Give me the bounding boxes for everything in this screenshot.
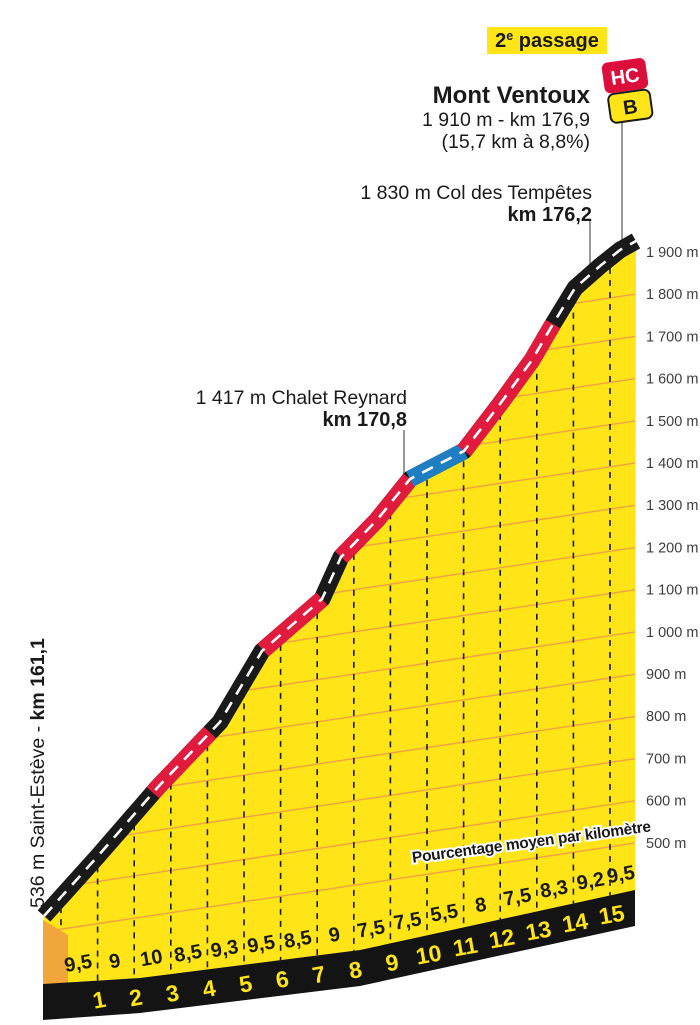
elevation-axis-label: 1 100 m xyxy=(646,583,698,599)
gradient-value-label: 10 xyxy=(139,946,165,972)
summit-badges-group: HC B xyxy=(601,58,654,124)
gradient-value-label: 9 xyxy=(327,923,342,947)
km-tick-label: 1 xyxy=(91,986,108,1014)
summit-elevation: 1 910 m - km 176,9 xyxy=(422,109,590,131)
waypoint-chalet-reynard-km: km 170,8 xyxy=(322,409,407,431)
gradient-value-label: 9,5 xyxy=(605,862,636,888)
elevation-axis-label: 600 m xyxy=(646,794,686,810)
hc-category-label: HC xyxy=(609,64,641,90)
waypoint-col-des-tempetes-km: km 176,2 xyxy=(507,204,592,226)
km-tick-label: 5 xyxy=(237,970,254,998)
elevation-axis-label: 1 200 m xyxy=(646,540,698,556)
base-band xyxy=(43,890,635,1020)
elevation-axis-label: 500 m xyxy=(646,836,686,852)
elevation-axis-label: 1 800 m xyxy=(646,287,698,303)
elevation-axis-label: 800 m xyxy=(646,709,686,725)
elevation-axis-label: 1 000 m xyxy=(646,625,698,641)
km-tick-label: 12 xyxy=(487,924,517,954)
elevation-axis-label: 1 600 m xyxy=(646,372,698,388)
gradient-value-label: 9,5 xyxy=(63,951,94,977)
passage-badge xyxy=(487,27,607,54)
waypoint-col-des-tempetes-name: 1 830 m Col des Tempêtes xyxy=(360,182,592,204)
summit-stats: (15,7 km à 8,8%) xyxy=(442,131,590,153)
elevation-gridline xyxy=(43,800,636,891)
km-tick-label: 6 xyxy=(274,965,291,993)
km-tick-label: 11 xyxy=(451,932,480,962)
gradient-value-label: 5,5 xyxy=(429,900,460,926)
gradient-value-label: 8,5 xyxy=(282,927,313,953)
elevation-axis-label: 1 500 m xyxy=(646,414,698,430)
gradient-value-label: 7,5 xyxy=(355,916,386,942)
gradient-value-label: 8 xyxy=(473,894,488,918)
elevation-axis-label: 900 m xyxy=(646,667,686,683)
bonus-badge xyxy=(607,88,654,124)
elevation-axis-label: 1 700 m xyxy=(646,329,698,345)
road-centerline xyxy=(43,239,637,917)
gradient-value-label: 9,3 xyxy=(209,936,240,962)
km-tick-label: 14 xyxy=(560,908,590,938)
bonus-badge-label: B xyxy=(622,96,639,120)
km-tick-label: 7 xyxy=(310,961,327,989)
mountain-body xyxy=(43,241,636,984)
passage-badge-label: 2e passage xyxy=(495,29,599,52)
gradient-value-label: 9,2 xyxy=(575,868,606,894)
km-tick-label: 4 xyxy=(200,975,217,1003)
gradient-value-label: 9 xyxy=(107,950,122,974)
summit-title: Mont Ventoux xyxy=(433,82,591,109)
km-tick-label: 10 xyxy=(414,939,444,969)
elevation-axis-label: 1 400 m xyxy=(646,456,698,472)
gradient-value-label: 7,5 xyxy=(502,884,533,910)
side-face xyxy=(43,920,68,991)
km-tick-label: 13 xyxy=(524,916,554,946)
start-label: 536 m Saint-Estève - km 161,1 xyxy=(27,638,49,908)
elevation-axis-label: 1 900 m xyxy=(646,245,698,261)
waypoint-chalet-reynard-name: 1 417 m Chalet Reynard xyxy=(196,387,407,409)
gradient-value-label: 8,5 xyxy=(172,941,203,967)
km-tick-label: 9 xyxy=(383,949,400,977)
gradient-value-label: 7,5 xyxy=(392,908,423,934)
km-tick-label: 15 xyxy=(597,900,627,930)
hc-category-badge xyxy=(601,58,649,94)
km-tick-label: 3 xyxy=(164,979,181,1007)
gradient-value-label: 8,3 xyxy=(538,876,569,902)
elevation-axis-label: 1 300 m xyxy=(646,498,698,514)
road-segment-moderate xyxy=(406,443,468,487)
km-tick-label: 8 xyxy=(347,956,364,984)
elevation-axis-label: 700 m xyxy=(646,751,686,767)
gradient-value-label: 9,5 xyxy=(246,931,277,957)
km-tick-label: 2 xyxy=(127,984,144,1012)
